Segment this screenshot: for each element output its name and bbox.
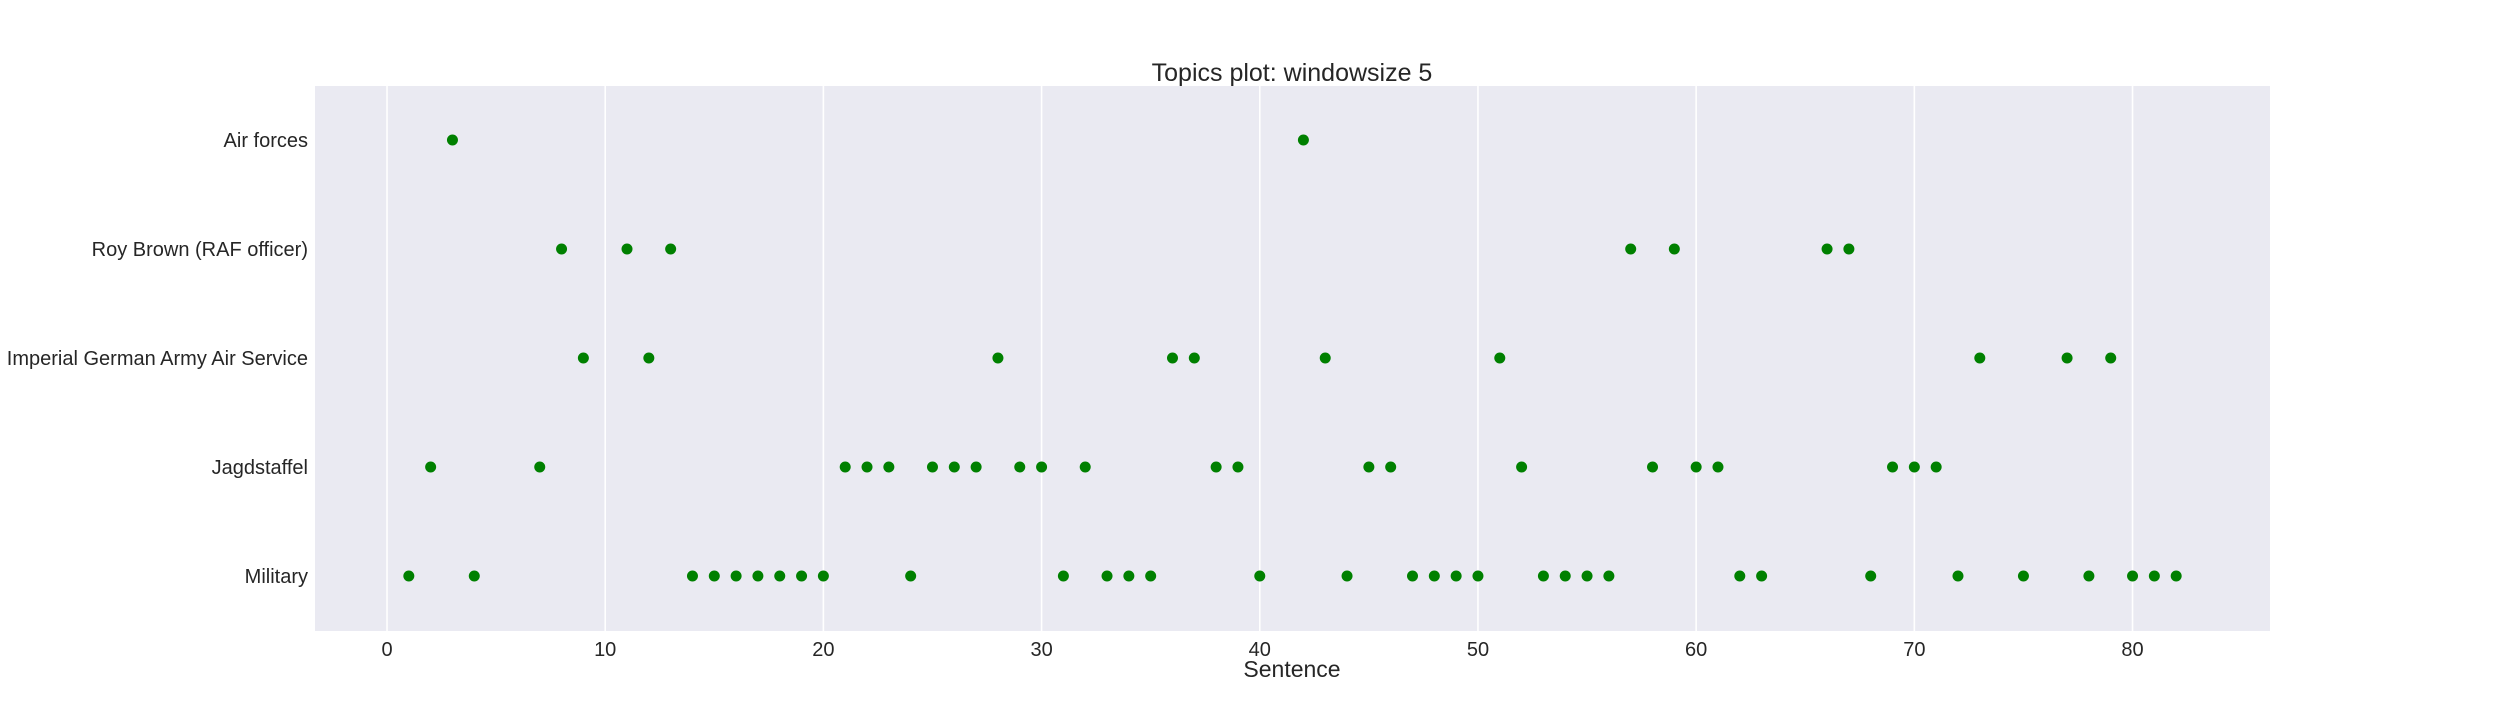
- data-point-military: [1952, 570, 1964, 582]
- x-tick-label: 40: [1249, 639, 1271, 661]
- grid-lines: [386, 86, 2134, 631]
- data-point-jagdstaffel: [1385, 461, 1397, 473]
- y-tick-label-roy-brown-raf-officer: Roy Brown (RAF officer): [92, 239, 308, 261]
- data-point-military: [708, 570, 720, 582]
- data-point-military: [1145, 570, 1157, 582]
- y-tick-label-military: Military: [245, 566, 308, 588]
- data-point-roy-brown-raf-officer: [665, 243, 677, 255]
- data-point-military: [1603, 570, 1615, 582]
- data-point-jagdstaffel: [1014, 461, 1026, 473]
- data-point-military: [796, 570, 808, 582]
- plot-area: [315, 86, 2270, 631]
- data-point-imperial-german-army-air-service: [992, 352, 1004, 364]
- data-point-military: [1254, 570, 1266, 582]
- x-tick-label: 0: [381, 639, 392, 661]
- x-tick-label: 80: [2121, 639, 2143, 661]
- data-point-military: [752, 570, 764, 582]
- data-point-military: [1865, 570, 1877, 582]
- data-point-jagdstaffel: [1712, 461, 1724, 473]
- data-point-imperial-german-army-air-service: [1188, 352, 1200, 364]
- data-point-military: [1756, 570, 1768, 582]
- data-point-jagdstaffel: [839, 461, 851, 473]
- data-point-military: [1407, 570, 1419, 582]
- data-point-military: [2170, 570, 2182, 582]
- data-point-jagdstaffel: [1210, 461, 1222, 473]
- data-point-jagdstaffel: [425, 461, 437, 473]
- data-point-military: [1123, 570, 1135, 582]
- data-point-imperial-german-army-air-service: [577, 352, 589, 364]
- data-point-military: [905, 570, 917, 582]
- data-point-military: [1341, 570, 1353, 582]
- data-point-military: [1734, 570, 1746, 582]
- data-point-imperial-german-army-air-service: [2061, 352, 2073, 364]
- data-point-military: [1057, 570, 1069, 582]
- x-tick-label: 60: [1685, 639, 1707, 661]
- y-tick-labels: Military Jagdstaffel Imperial German Army …: [7, 130, 308, 588]
- data-point-military: [2083, 570, 2095, 582]
- chart-title: Topics plot: windowsize 5: [1152, 59, 1433, 87]
- data-point-roy-brown-raf-officer: [1821, 243, 1833, 255]
- y-tick-label-imperial-german-army-air-service: Imperial German Army Air Service: [7, 348, 308, 370]
- data-point-imperial-german-army-air-service: [1319, 352, 1331, 364]
- data-point-military: [1450, 570, 1462, 582]
- data-point-roy-brown-raf-officer: [1668, 243, 1680, 255]
- data-point-jagdstaffel: [1363, 461, 1375, 473]
- data-point-imperial-german-army-air-service: [2105, 352, 2117, 364]
- data-point-roy-brown-raf-officer: [621, 243, 633, 255]
- data-point-military: [1101, 570, 1113, 582]
- data-point-jagdstaffel: [1887, 461, 1899, 473]
- data-point-military: [468, 570, 480, 582]
- x-tick-label: 70: [1903, 639, 1925, 661]
- data-point-jagdstaffel: [1516, 461, 1528, 473]
- data-point-military: [730, 570, 742, 582]
- data-point-air-forces: [446, 134, 458, 146]
- data-point-roy-brown-raf-officer: [1625, 243, 1637, 255]
- data-point-imperial-german-army-air-service: [1494, 352, 1506, 364]
- x-tick-label: 50: [1467, 639, 1489, 661]
- data-point-military: [774, 570, 786, 582]
- data-point-military: [403, 570, 415, 582]
- x-tick-label: 30: [1030, 639, 1052, 661]
- data-point-military: [686, 570, 698, 582]
- data-point-jagdstaffel: [861, 461, 873, 473]
- data-point-jagdstaffel: [1930, 461, 1942, 473]
- data-point-imperial-german-army-air-service: [1166, 352, 1178, 364]
- data-point-military: [1428, 570, 1440, 582]
- data-point-imperial-german-army-air-service: [643, 352, 655, 364]
- data-point-military: [1537, 570, 1549, 582]
- x-axis-label: Sentence: [1243, 656, 1340, 682]
- data-point-imperial-german-army-air-service: [1974, 352, 1986, 364]
- data-point-jagdstaffel: [970, 461, 982, 473]
- data-point-military: [1581, 570, 1593, 582]
- data-point-military: [1559, 570, 1571, 582]
- data-point-jagdstaffel: [1647, 461, 1659, 473]
- data-point-military: [2127, 570, 2139, 582]
- data-point-jagdstaffel: [534, 461, 546, 473]
- data-point-jagdstaffel: [883, 461, 895, 473]
- data-point-jagdstaffel: [926, 461, 938, 473]
- data-point-roy-brown-raf-officer: [556, 243, 568, 255]
- data-point-air-forces: [1297, 134, 1309, 146]
- x-tick-labels: 0 10 20 30 40 50 60 70 80: [381, 639, 2143, 661]
- data-points: [403, 134, 2182, 582]
- data-point-jagdstaffel: [1908, 461, 1920, 473]
- data-point-jagdstaffel: [1036, 461, 1048, 473]
- data-point-jagdstaffel: [1690, 461, 1702, 473]
- x-tick-label: 20: [812, 639, 834, 661]
- data-point-roy-brown-raf-officer: [1843, 243, 1855, 255]
- y-tick-label-jagdstaffel: Jagdstaffel: [212, 457, 308, 479]
- x-tick-label: 10: [594, 639, 616, 661]
- data-point-jagdstaffel: [1232, 461, 1244, 473]
- data-point-military: [2148, 570, 2160, 582]
- y-tick-label-air-forces: Air forces: [224, 130, 308, 152]
- data-point-jagdstaffel: [1079, 461, 1091, 473]
- data-point-military: [2017, 570, 2029, 582]
- data-point-military: [817, 570, 829, 582]
- data-point-military: [1472, 570, 1484, 582]
- data-point-jagdstaffel: [948, 461, 960, 473]
